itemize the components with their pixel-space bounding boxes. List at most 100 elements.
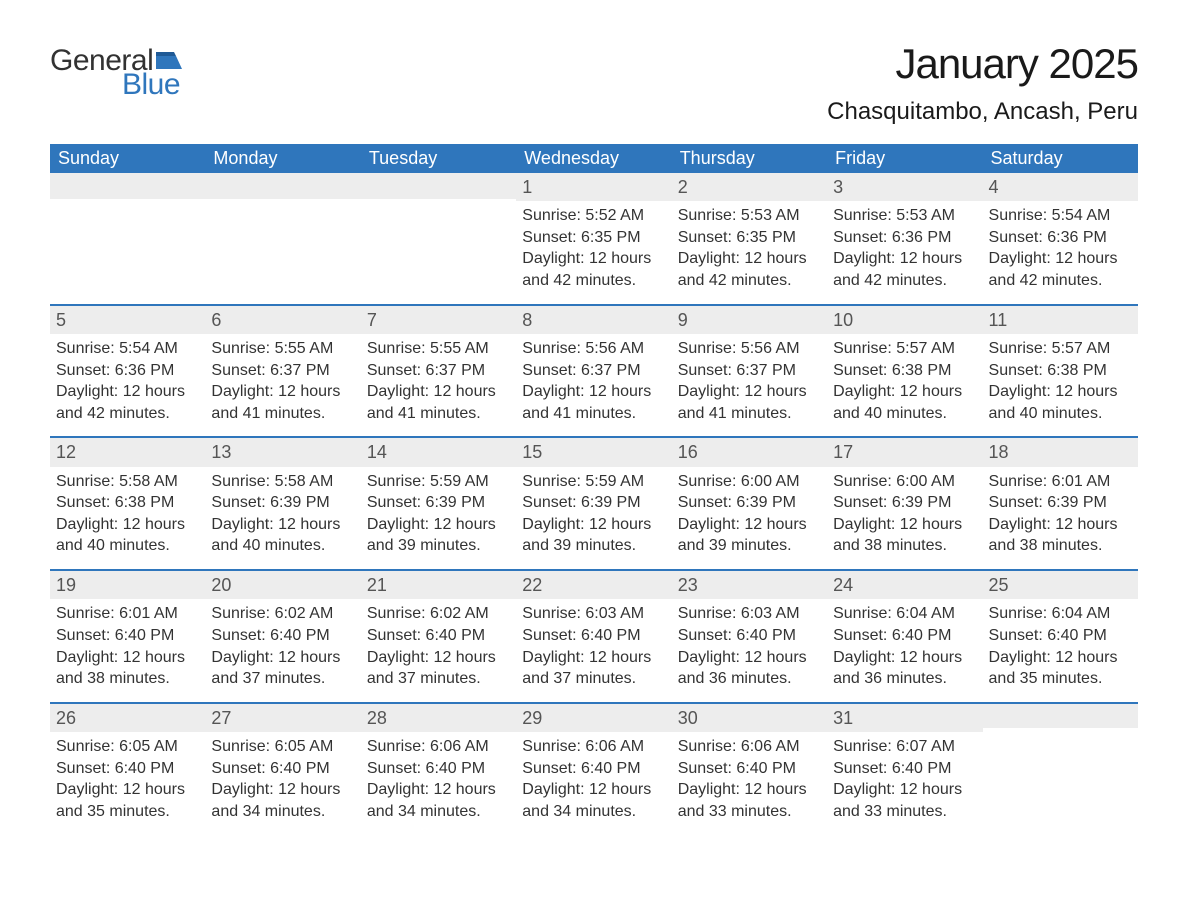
weekday-saturday: Saturday [983, 144, 1138, 173]
day2-text: and 40 minutes. [833, 403, 976, 425]
calendar-body: 1 Sunrise: 5:52 AM Sunset: 6:35 PM Daylight… [50, 173, 1138, 834]
day-number: 29 [516, 702, 671, 732]
sunset-text: Sunset: 6:35 PM [678, 227, 821, 249]
day-number: 24 [827, 569, 982, 599]
day1-text: Daylight: 12 hours [522, 248, 665, 270]
day-cell: 20Sunrise: 6:02 AMSunset: 6:40 PMDayligh… [205, 569, 360, 702]
day-number: 31 [827, 702, 982, 732]
day-number: 23 [672, 569, 827, 599]
empty-cell [983, 702, 1138, 835]
week-row: 12Sunrise: 5:58 AMSunset: 6:38 PMDayligh… [50, 436, 1138, 569]
day2-text: and 37 minutes. [367, 668, 510, 690]
logo-flag-icon [156, 52, 182, 70]
day2-text: and 38 minutes. [833, 535, 976, 557]
sunrise-text: Sunrise: 6:00 AM [833, 471, 976, 493]
day-number: 13 [205, 436, 360, 466]
week-row: 26Sunrise: 6:05 AMSunset: 6:40 PMDayligh… [50, 702, 1138, 835]
sunrise-text: Sunrise: 5:52 AM [522, 205, 665, 227]
sunset-text: Sunset: 6:36 PM [56, 360, 199, 382]
sunrise-text: Sunrise: 5:53 AM [678, 205, 821, 227]
sunset-text: Sunset: 6:40 PM [833, 625, 976, 647]
sunrise-text: Sunrise: 6:04 AM [989, 603, 1132, 625]
day-cell: 22Sunrise: 6:03 AMSunset: 6:40 PMDayligh… [516, 569, 671, 702]
day-number: 1 [516, 173, 671, 201]
day1-text: Daylight: 12 hours [522, 779, 665, 801]
day1-text: Daylight: 12 hours [833, 248, 976, 270]
day2-text: and 42 minutes. [56, 403, 199, 425]
sunrise-text: Sunrise: 6:01 AM [989, 471, 1132, 493]
day1-text: Daylight: 12 hours [833, 647, 976, 669]
day1-text: Daylight: 12 hours [833, 514, 976, 536]
day-cell: 14Sunrise: 5:59 AMSunset: 6:39 PMDayligh… [361, 436, 516, 569]
day-cell: 17Sunrise: 6:00 AMSunset: 6:39 PMDayligh… [827, 436, 982, 569]
day1-text: Daylight: 12 hours [522, 647, 665, 669]
day-number: 6 [205, 304, 360, 334]
day1-text: Daylight: 12 hours [678, 779, 821, 801]
day-number: 19 [50, 569, 205, 599]
day2-text: and 38 minutes. [989, 535, 1132, 557]
day2-text: and 38 minutes. [56, 668, 199, 690]
sunrise-text: Sunrise: 6:07 AM [833, 736, 976, 758]
day1-text: Daylight: 12 hours [678, 514, 821, 536]
day2-text: and 41 minutes. [522, 403, 665, 425]
day2-text: and 41 minutes. [211, 403, 354, 425]
day-number [361, 173, 516, 199]
day1-text: Daylight: 12 hours [833, 779, 976, 801]
sunrise-text: Sunrise: 5:59 AM [367, 471, 510, 493]
day-number: 12 [50, 436, 205, 466]
day2-text: and 42 minutes. [678, 270, 821, 292]
day2-text: and 39 minutes. [522, 535, 665, 557]
day-number: 10 [827, 304, 982, 334]
day2-text: and 39 minutes. [678, 535, 821, 557]
day1-text: Daylight: 12 hours [211, 647, 354, 669]
day1-text: Daylight: 12 hours [367, 647, 510, 669]
day2-text: and 35 minutes. [56, 801, 199, 823]
day-cell: 16Sunrise: 6:00 AMSunset: 6:39 PMDayligh… [672, 436, 827, 569]
day2-text: and 33 minutes. [833, 801, 976, 823]
day2-text: and 41 minutes. [367, 403, 510, 425]
sunset-text: Sunset: 6:38 PM [833, 360, 976, 382]
day-number: 3 [827, 173, 982, 201]
day1-text: Daylight: 12 hours [211, 381, 354, 403]
day2-text: and 39 minutes. [367, 535, 510, 557]
month-title: January 2025 [827, 40, 1138, 88]
day2-text: and 42 minutes. [989, 270, 1132, 292]
sunset-text: Sunset: 6:39 PM [678, 492, 821, 514]
day1-text: Daylight: 12 hours [678, 647, 821, 669]
day-cell: 19Sunrise: 6:01 AMSunset: 6:40 PMDayligh… [50, 569, 205, 702]
sunrise-text: Sunrise: 6:01 AM [56, 603, 199, 625]
day-number [205, 173, 360, 199]
day-cell: 2Sunrise: 5:53 AMSunset: 6:35 PMDaylight… [672, 173, 827, 304]
day2-text: and 34 minutes. [367, 801, 510, 823]
day-number: 30 [672, 702, 827, 732]
day-cell: 31Sunrise: 6:07 AMSunset: 6:40 PMDayligh… [827, 702, 982, 835]
sunset-text: Sunset: 6:40 PM [211, 758, 354, 780]
sunset-text: Sunset: 6:40 PM [522, 625, 665, 647]
sunset-text: Sunset: 6:40 PM [211, 625, 354, 647]
sunrise-text: Sunrise: 5:54 AM [989, 205, 1132, 227]
sunset-text: Sunset: 6:40 PM [522, 758, 665, 780]
week-row: 5Sunrise: 5:54 AMSunset: 6:36 PMDaylight… [50, 304, 1138, 437]
sunrise-text: Sunrise: 6:02 AM [211, 603, 354, 625]
day-number: 27 [205, 702, 360, 732]
empty-cell [205, 173, 360, 304]
day1-text: Daylight: 12 hours [833, 381, 976, 403]
day1-text: Daylight: 12 hours [989, 381, 1132, 403]
day1-text: Daylight: 12 hours [367, 514, 510, 536]
day-number: 5 [50, 304, 205, 334]
sunset-text: Sunset: 6:39 PM [522, 492, 665, 514]
sunset-text: Sunset: 6:40 PM [678, 625, 821, 647]
sunrise-text: Sunrise: 6:05 AM [211, 736, 354, 758]
day-number: 18 [983, 436, 1138, 466]
day-cell: 7Sunrise: 5:55 AMSunset: 6:37 PMDaylight… [361, 304, 516, 437]
day-cell: 26Sunrise: 6:05 AMSunset: 6:40 PMDayligh… [50, 702, 205, 835]
day-cell: 8Sunrise: 5:56 AMSunset: 6:37 PMDaylight… [516, 304, 671, 437]
sunrise-text: Sunrise: 5:55 AM [367, 338, 510, 360]
day-cell: 4Sunrise: 5:54 AMSunset: 6:36 PMDaylight… [983, 173, 1138, 304]
day1-text: Daylight: 12 hours [56, 514, 199, 536]
day-cell: 28Sunrise: 6:06 AMSunset: 6:40 PMDayligh… [361, 702, 516, 835]
day-cell: 13Sunrise: 5:58 AMSunset: 6:39 PMDayligh… [205, 436, 360, 569]
sunset-text: Sunset: 6:37 PM [678, 360, 821, 382]
day1-text: Daylight: 12 hours [367, 779, 510, 801]
sunrise-text: Sunrise: 5:53 AM [833, 205, 976, 227]
